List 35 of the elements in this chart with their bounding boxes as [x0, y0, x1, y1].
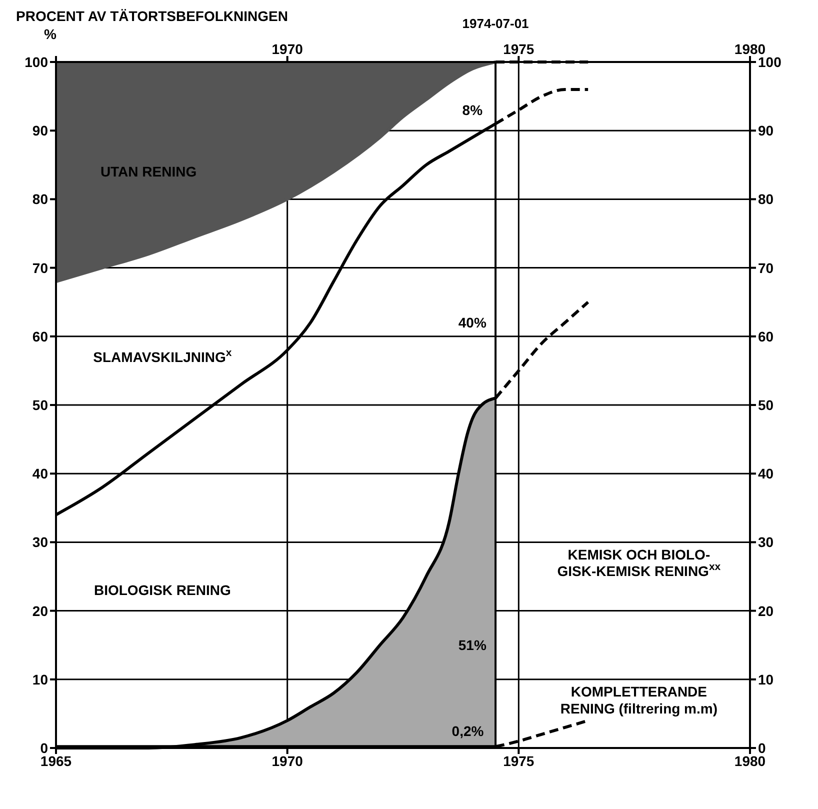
y-tick-label: 30	[32, 534, 48, 550]
y2-tick-label: 10	[758, 671, 774, 688]
annotation: BIOLOGISK RENING	[94, 582, 231, 598]
y-tick-label: 90	[32, 122, 48, 139]
x2-tick-label: 1975	[503, 41, 534, 57]
y2-tick-label: 40	[758, 466, 774, 482]
x-tick-label: 1975	[503, 752, 534, 769]
annotation: 8%	[462, 102, 484, 118]
y-tick-label: 20	[32, 602, 48, 619]
y2-tick-label: 70	[758, 260, 774, 276]
annotation: 0,2%	[452, 722, 484, 739]
y-tick-label: 70	[32, 260, 48, 276]
y-tick-label: 40	[32, 466, 48, 482]
annotation: KOMPLETTERANDE RENING (filtrering m.m)	[560, 683, 718, 716]
text: %	[44, 26, 56, 42]
y-tick-label: 80	[32, 191, 48, 208]
x-tick-label: 1970	[272, 752, 304, 769]
annotation: KEMISK OCH BIOLO- GISK-KEMISK RENING$^{xx}$	[557, 546, 721, 580]
annotation: SLAMAVSKILJNING$^{x}$	[93, 346, 232, 365]
y-axis-title: PROCENT AV TÄTORTSBEFOLKNINGEN	[16, 8, 288, 24]
y-tick-label: 50	[32, 396, 48, 413]
x2-tick-label: 1970	[272, 41, 304, 57]
y2-tick-label: 50	[758, 396, 774, 413]
annotation: 51%	[458, 637, 487, 653]
y2-tick-label: 80	[758, 191, 774, 208]
y2-tick-label: 20	[758, 602, 774, 619]
annotation: UTAN RENING	[100, 164, 197, 180]
y-tick-label: 60	[32, 328, 48, 344]
y-tick-label: 100	[24, 54, 48, 70]
y2-tick-label: 90	[758, 122, 774, 139]
ref-line-label: 1974-07-01	[462, 16, 529, 31]
y2-tick-label: 30	[758, 534, 774, 550]
y2-tick-label: 60	[758, 328, 774, 344]
annotation: 40%	[458, 314, 487, 331]
y-tick-label: 10	[32, 671, 48, 688]
